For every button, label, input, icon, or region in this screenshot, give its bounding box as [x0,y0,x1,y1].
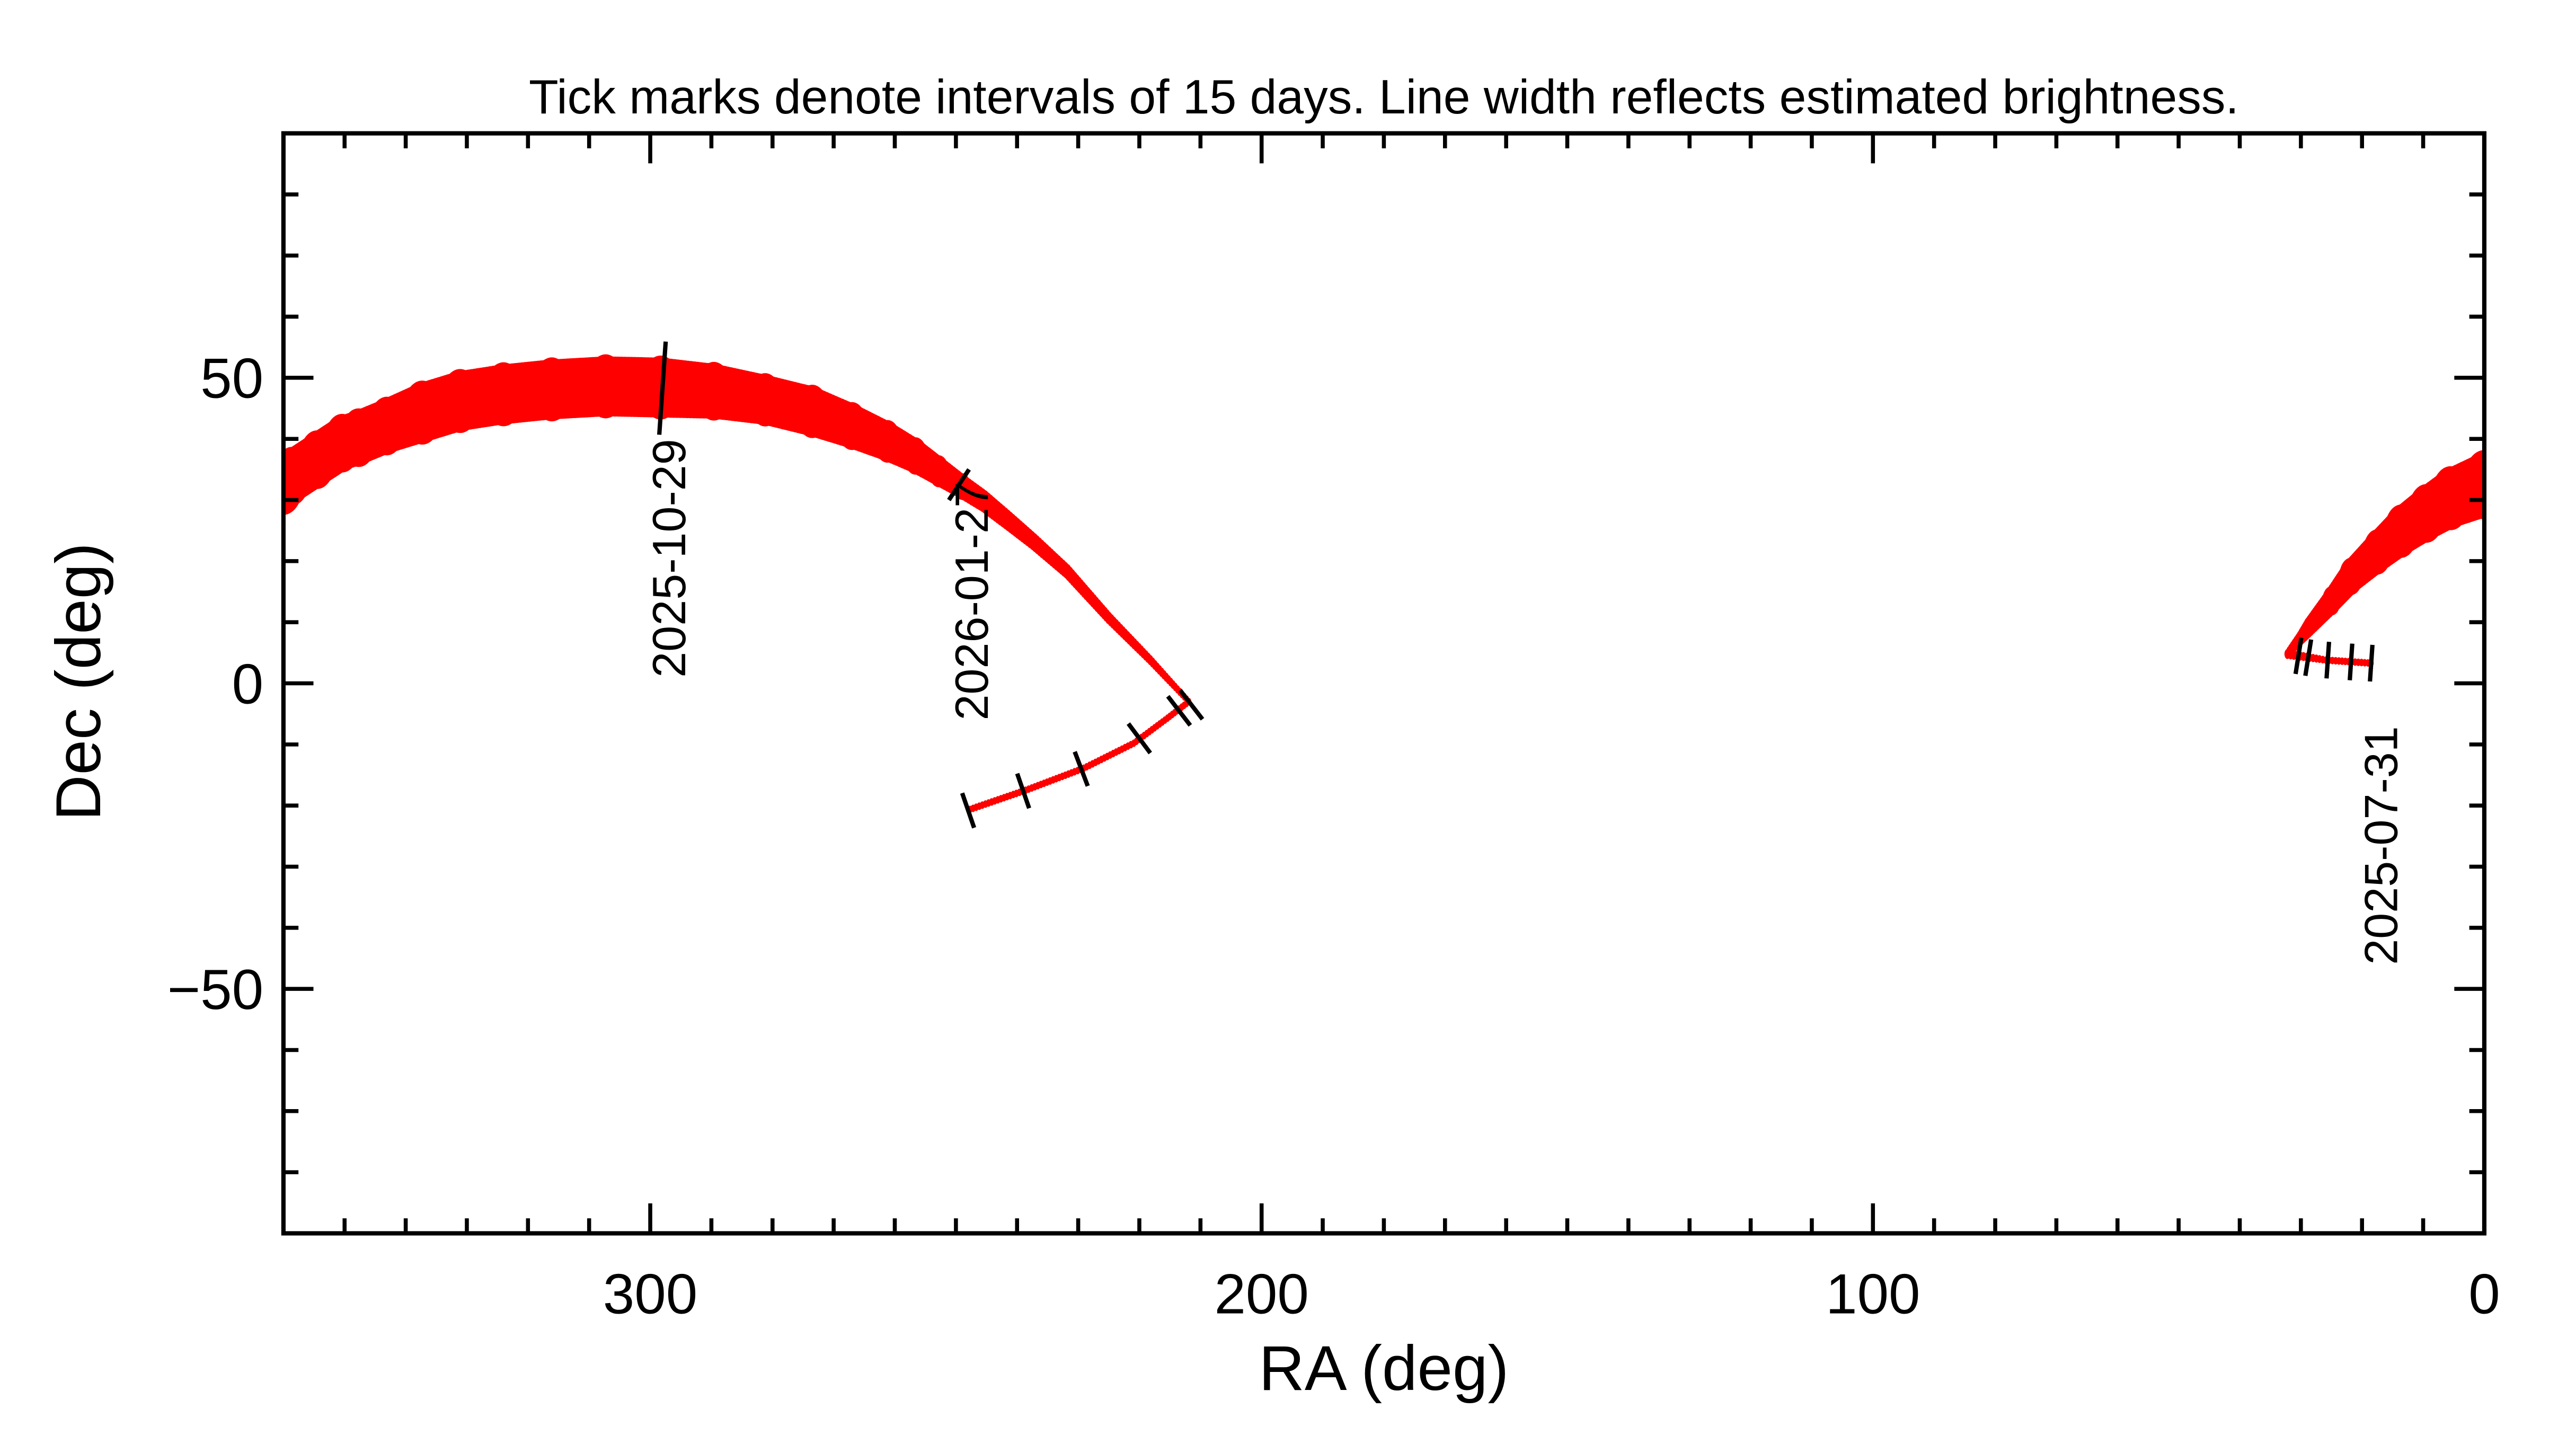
track-point [368,396,405,456]
plot-marks: 2025-10-29 2026-01-27 2025-07-31 [283,341,2484,965]
track-point [586,354,626,419]
date-label: 2026-01-27 [945,482,998,720]
track-point [483,362,524,427]
date-tick [1166,695,1192,727]
track-point [795,385,829,438]
track-point [904,437,927,475]
y-tick-label: −50 [167,958,263,1021]
date-tick [1073,751,1090,787]
axes: 300 200 100 0 50 0 −50 [167,131,2500,1325]
y-tick-label: 0 [232,652,263,715]
track-point [748,373,782,427]
track-point [2430,466,2471,530]
y-axis-title: Dec (deg) [43,543,114,821]
date-label: 2025-07-31 [2354,726,2407,964]
track-point [874,420,901,463]
x-tick-label: 100 [1826,1262,1920,1325]
date-tick [2348,643,2354,680]
chart-title: Tick marks denote intervals of 15 days. … [529,70,2239,124]
track-point [953,473,971,500]
date-tick [2303,639,2314,676]
track-point [695,361,732,421]
track-point [340,408,377,467]
track-point [2363,529,2392,575]
track-group [283,341,2484,829]
date-tick [657,341,668,435]
date-tick [947,468,971,501]
track-point [402,380,442,445]
track-point [2463,450,2484,520]
date-tick [2368,644,2375,682]
track-point [440,369,481,433]
x-tick-label: 300 [603,1262,697,1325]
date-tick [2324,641,2332,679]
plot-frame [281,131,2487,1236]
x-axis-title: RA (deg) [1259,1333,1509,1404]
date-tick [1126,722,1152,755]
date-label: 2025-10-29 [643,439,695,677]
x-tick-label: 0 [2468,1262,2500,1325]
x-tick-label: 200 [1214,1262,1308,1325]
track-point [928,455,949,488]
date-tick [1178,688,1205,721]
date-tick [2293,637,2304,675]
date-tick [960,792,977,829]
track-point [2339,557,2363,595]
track-point [532,357,572,422]
track-point [2322,586,2341,616]
y-tick-label: 50 [200,347,263,410]
track-point [837,402,867,450]
date-tick [1015,773,1031,809]
